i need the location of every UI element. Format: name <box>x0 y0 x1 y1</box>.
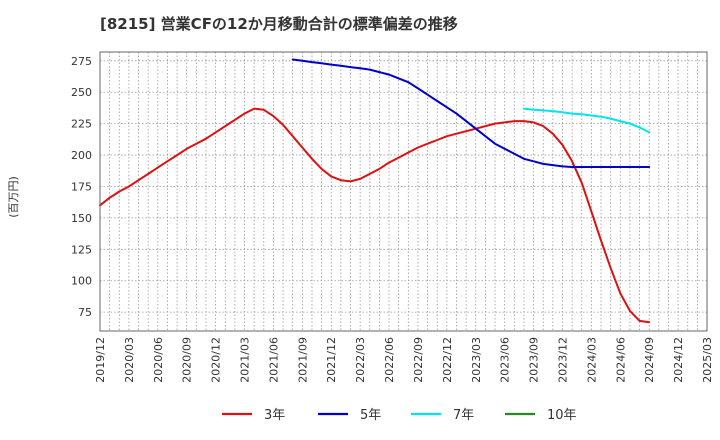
y-axis-label: (百万円) <box>7 176 20 218</box>
x-tick-label: 2023/06 <box>499 337 512 383</box>
x-tick-label: 2020/03 <box>123 337 136 383</box>
x-tick-label: 2021/09 <box>296 337 309 383</box>
y-tick-label: 225 <box>71 118 92 131</box>
x-tick-label: 2023/09 <box>528 337 541 383</box>
y-tick-label: 125 <box>71 243 92 256</box>
series-line <box>99 107 651 324</box>
chart-title: [8215] 営業CFの12か月移動合計の標準偏差の推移 <box>100 15 458 33</box>
x-tick-label: 2024/09 <box>643 337 656 383</box>
x-tick-label: 2023/12 <box>556 337 569 383</box>
x-tick-label: 2021/03 <box>239 337 252 383</box>
plot-frame <box>99 51 708 332</box>
x-tick-label: 2022/09 <box>412 337 425 383</box>
y-tick-label: 100 <box>71 275 92 288</box>
legend-label: 7年 <box>453 408 474 423</box>
x-tick-label: 2024/03 <box>585 337 598 383</box>
x-tick-label: 2023/03 <box>470 337 483 383</box>
grid <box>100 52 707 331</box>
x-tick-label: 2021/06 <box>267 337 280 383</box>
x-tick-label: 2024/06 <box>614 337 627 383</box>
y-tick-label: 75 <box>78 306 92 319</box>
x-tick-label: 2020/12 <box>210 337 223 383</box>
x-tick-label: 2019/12 <box>94 337 107 383</box>
x-tick-label: 2021/12 <box>325 337 338 383</box>
y-tick-label: 275 <box>71 55 92 68</box>
x-axis: 2019/12 2020/03 2020/06 2020/09 2020/12 2021/… <box>94 337 714 383</box>
series-line <box>291 58 651 168</box>
x-tick-label: 2020/06 <box>152 337 165 383</box>
y-tick-label: 150 <box>71 212 92 225</box>
x-tick-label: 2024/12 <box>672 337 685 383</box>
legend-label: 5年 <box>360 408 381 423</box>
y-axis: 75 100 125 150 175 200 225 250 275 <box>71 55 92 319</box>
series-line <box>522 107 651 134</box>
legend-label: 10年 <box>547 408 577 423</box>
x-tick-label: 2020/09 <box>181 337 194 383</box>
series-lines <box>99 58 651 324</box>
y-tick-label: 250 <box>71 86 92 99</box>
x-tick-label: 2022/12 <box>441 337 454 383</box>
x-tick-label: 2025/03 <box>701 337 714 383</box>
x-tick-label: 2022/03 <box>354 337 367 383</box>
legend: 3年 5年 7年 10年 <box>222 408 577 423</box>
x-tick-label: 2022/06 <box>383 337 396 383</box>
legend-label: 3年 <box>264 408 285 423</box>
y-tick-label: 200 <box>71 149 92 162</box>
y-tick-label: 175 <box>71 180 92 193</box>
